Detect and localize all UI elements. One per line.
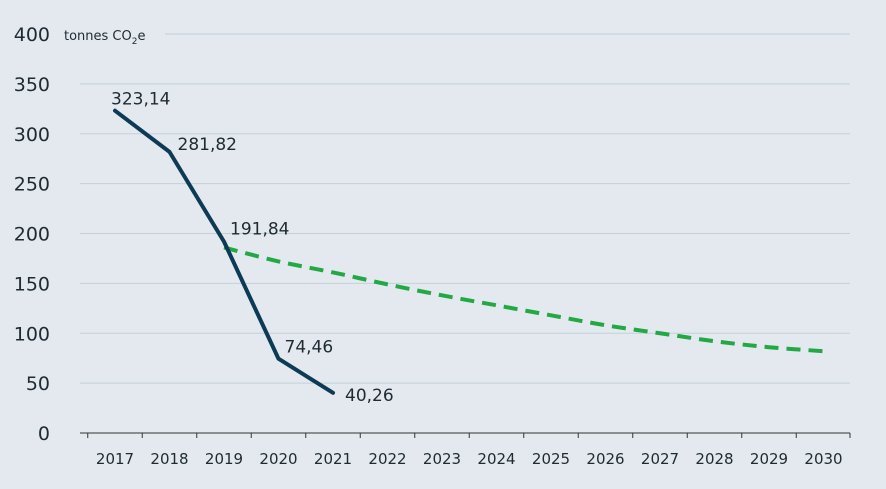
axes: 0 50 100 150 200 250 300 350 400 2017 2018 2019 2020…: [14, 24, 851, 468]
data-label: 74,46: [285, 338, 334, 358]
x-tick-label: 2025: [532, 450, 570, 468]
data-label: 323,14: [111, 90, 170, 110]
x-tick-label: 2030: [804, 450, 842, 468]
y-tick-label: 250: [14, 174, 50, 196]
y-tick-label: 100: [14, 323, 50, 345]
y-tick-label: 200: [14, 224, 50, 246]
data-labels: 323,14 281,82 191,84 74,46 40,26: [111, 90, 394, 406]
y-tick-label: 300: [14, 124, 50, 146]
x-tick-label: 2027: [641, 450, 679, 468]
x-tick-label: 2019: [205, 450, 243, 468]
dashed-projection-line: [223, 245, 824, 354]
y-tick-label: 0: [38, 423, 50, 445]
series-lines: [113, 108, 824, 395]
x-tick-label: 2017: [96, 450, 134, 468]
data-label: 281,82: [178, 135, 237, 155]
x-tick-label: 2023: [423, 450, 461, 468]
y-tick-label: 50: [26, 373, 50, 395]
data-label: 191,84: [230, 220, 289, 240]
y-tick-label: 350: [14, 74, 50, 96]
unit-label: tonnes CO2e: [64, 29, 145, 47]
x-tick-label: 2020: [259, 450, 297, 468]
gridlines: [80, 33, 850, 384]
solid-actual-line: [113, 108, 335, 395]
x-tick-label: 2029: [750, 450, 788, 468]
x-tick-label: 2018: [150, 450, 188, 468]
y-tick-label: 400: [14, 24, 50, 46]
x-tick-label: 2022: [368, 450, 406, 468]
x-tick-label: 2024: [477, 450, 515, 468]
data-label: 40,26: [345, 386, 394, 406]
x-tick-label: 2026: [586, 450, 624, 468]
x-tick-label: 2028: [695, 450, 733, 468]
x-tick-label: 2021: [314, 450, 352, 468]
y-tick-label: 150: [14, 273, 50, 295]
